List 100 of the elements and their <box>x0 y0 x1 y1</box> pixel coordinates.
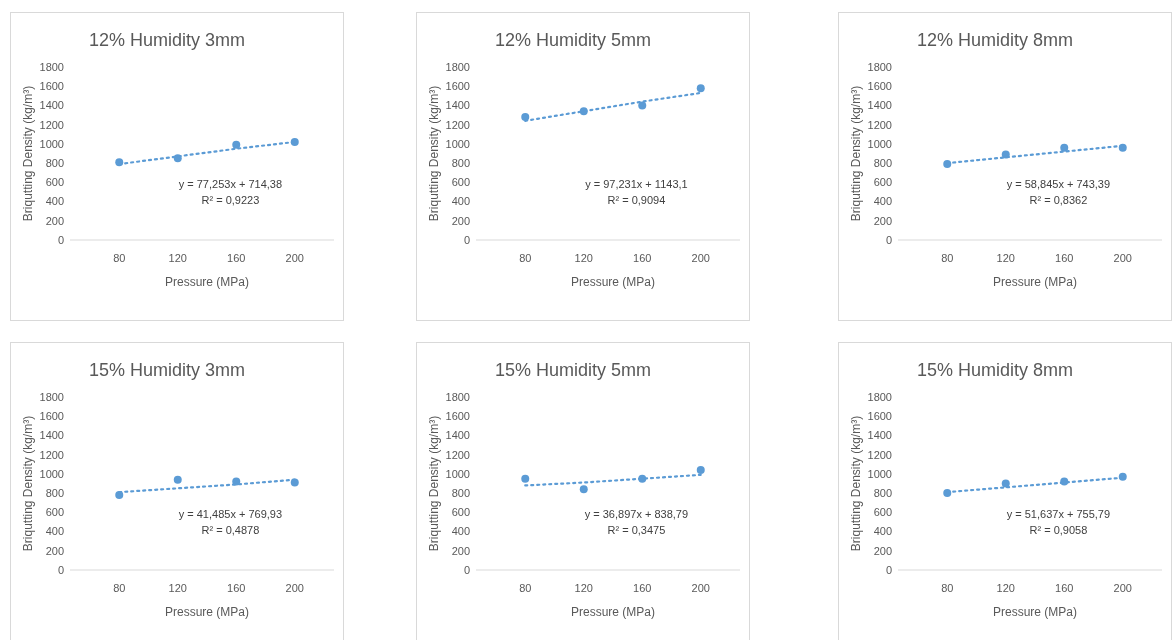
x-tick-label: 200 <box>1113 582 1132 594</box>
y-tick-label: 1800 <box>445 390 470 403</box>
x-axis-title: Pressure (MPa) <box>570 275 656 289</box>
point <box>115 491 124 500</box>
y-tick-label: 1400 <box>445 99 470 112</box>
point <box>173 475 182 484</box>
x-tick-label: 200 <box>691 252 710 264</box>
annotation: y = 36,897x + 838,79 <box>584 508 689 521</box>
y-tick-label: 1200 <box>867 118 892 131</box>
y-tick-label: 600 <box>451 506 470 519</box>
y-tick-label: 400 <box>451 195 470 208</box>
x-axis-title: Pressure (MPa) <box>570 605 656 619</box>
y-tick-label: 200 <box>45 544 64 557</box>
y-tick-label: 0 <box>463 233 470 246</box>
annotation: y = 58,845x + 743,39 <box>1006 178 1111 191</box>
x-tick-label: 160 <box>1055 252 1074 264</box>
point <box>1118 472 1127 481</box>
y-tick-label: 1400 <box>867 429 892 442</box>
y-tick-label: 1600 <box>445 80 470 93</box>
y-tick-label: 800 <box>45 156 64 169</box>
y-tick-label: 1400 <box>445 429 470 442</box>
point <box>290 137 299 146</box>
y-tick-label: 0 <box>463 563 470 576</box>
y-tick-label: 1000 <box>445 467 470 480</box>
y-tick-label: 1200 <box>39 448 64 461</box>
point <box>232 140 241 149</box>
y-tick-label: 600 <box>873 506 892 519</box>
y-tick-label: 1400 <box>39 99 64 112</box>
x-tick-label: 80 <box>941 252 954 264</box>
x-tick-label: 160 <box>227 252 246 264</box>
x-tick-label: 80 <box>519 252 532 264</box>
point <box>521 474 530 483</box>
y-tick-label: 200 <box>451 214 470 227</box>
x-tick-label: 160 <box>633 582 652 594</box>
x-tick-label: 160 <box>227 582 246 594</box>
y-axis-title: Briqutting Density (kg/m³) <box>427 415 441 552</box>
y-tick-label: 1800 <box>39 60 64 73</box>
x-tick-label: 120 <box>574 582 593 594</box>
x-tick-label: 80 <box>941 582 954 594</box>
x-axis-title: Pressure (MPa) <box>164 605 250 619</box>
chart-title: 15% Humidity 5mm <box>494 360 652 380</box>
y-axis-title: Briqutting Density (kg/m³) <box>849 85 863 222</box>
y-tick-label: 200 <box>873 214 892 227</box>
x-axis-title: Pressure (MPa) <box>164 275 250 289</box>
annotation: R² = 0,8362 <box>1029 194 1088 207</box>
x-tick-label: 120 <box>168 252 187 264</box>
x-axis-title: Pressure (MPa) <box>992 605 1078 619</box>
annotation: R² = 0,9094 <box>607 194 666 207</box>
x-tick-label: 120 <box>574 252 593 264</box>
point <box>696 466 705 475</box>
y-tick-label: 200 <box>451 544 470 557</box>
x-tick-label: 80 <box>113 252 126 264</box>
point <box>1001 479 1010 488</box>
x-tick-label: 160 <box>1055 582 1074 594</box>
point <box>521 112 530 121</box>
x-tick-label: 80 <box>519 582 532 594</box>
annotation: R² = 0,3475 <box>607 524 666 537</box>
y-tick-label: 1600 <box>867 80 892 93</box>
annotation: y = 77,253x + 714,38 <box>178 178 283 191</box>
chart-title: 12% Humidity 8mm <box>916 30 1074 50</box>
y-tick-label: 200 <box>873 544 892 557</box>
point <box>115 158 124 167</box>
y-tick-label: 1200 <box>867 448 892 461</box>
y-tick-label: 1400 <box>867 99 892 112</box>
chart-title: 12% Humidity 5mm <box>494 30 652 50</box>
y-tick-label: 600 <box>45 176 64 189</box>
y-tick-label: 600 <box>873 176 892 189</box>
y-tick-label: 1600 <box>39 80 64 93</box>
y-axis-title: Briqutting Density (kg/m³) <box>21 85 35 222</box>
annotation: y = 51,637x + 755,79 <box>1006 508 1111 521</box>
annotation: R² = 0,9058 <box>1029 524 1088 537</box>
y-tick-label: 1600 <box>445 410 470 423</box>
y-tick-label: 800 <box>873 156 892 169</box>
y-axis-title: Briqutting Density (kg/m³) <box>21 415 35 552</box>
x-tick-label: 200 <box>285 252 304 264</box>
x-tick-label: 160 <box>633 252 652 264</box>
x-axis-title: Pressure (MPa) <box>992 275 1078 289</box>
y-tick-label: 1800 <box>445 60 470 73</box>
x-tick-label: 200 <box>285 582 304 594</box>
annotation: y = 41,485x + 769,93 <box>178 508 283 521</box>
y-tick-label: 800 <box>451 156 470 169</box>
y-tick-label: 0 <box>885 563 892 576</box>
y-tick-label: 0 <box>57 563 64 576</box>
y-tick-label: 800 <box>45 486 64 499</box>
y-tick-label: 0 <box>885 233 892 246</box>
y-tick-label: 1800 <box>867 60 892 73</box>
chart-title: 12% Humidity 3mm <box>88 30 246 50</box>
y-tick-label: 1200 <box>445 448 470 461</box>
x-tick-label: 200 <box>691 582 710 594</box>
y-tick-label: 1200 <box>445 118 470 131</box>
point <box>943 160 952 169</box>
point <box>696 84 705 93</box>
y-tick-label: 1800 <box>867 390 892 403</box>
y-tick-label: 800 <box>451 486 470 499</box>
annotation: y = 97,231x + 1143,1 <box>585 178 688 191</box>
y-tick-label: 1600 <box>867 410 892 423</box>
y-tick-label: 600 <box>45 506 64 519</box>
point <box>1060 143 1069 152</box>
x-tick-label: 80 <box>113 582 126 594</box>
point <box>579 485 588 494</box>
